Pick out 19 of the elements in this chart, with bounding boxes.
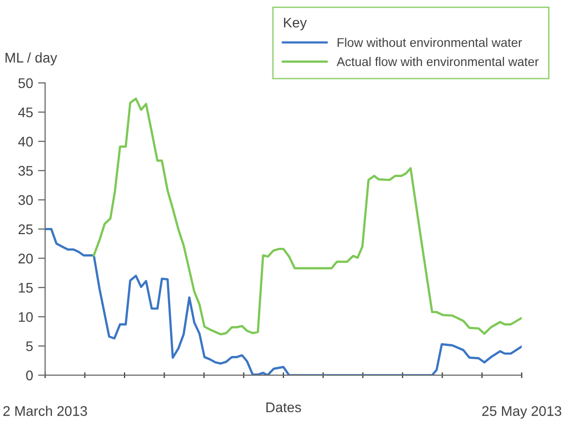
y-tick-label: 20 [18, 254, 33, 264]
y-tick-label: 50 [18, 78, 33, 88]
x-axis-title: Dates [266, 402, 302, 412]
y-tick-label: 15 [18, 282, 33, 293]
y-tick-label: 0 [26, 370, 33, 380]
y-tick-label: 45 [18, 108, 33, 118]
legend-label: Flow without environmental water [338, 38, 522, 47]
y-tick-label: 5 [26, 341, 33, 352]
legend-label: Actual flow with environmental water [336, 56, 539, 66]
legend-title: Key [284, 18, 307, 30]
x-tick-label: 2 March 2013 [3, 406, 87, 416]
line-series [92, 98, 522, 336]
y-tick-label: 30 [18, 195, 33, 205]
y-tick-label: 10 [18, 312, 33, 322]
y-tick-label: 35 [18, 166, 33, 176]
y-tick-label: 40 [18, 136, 33, 147]
y-tick-label: 25 [18, 224, 33, 234]
y-axis-title: ML / day [6, 52, 58, 66]
x-tick-label: 25 May 2013 [482, 406, 562, 419]
